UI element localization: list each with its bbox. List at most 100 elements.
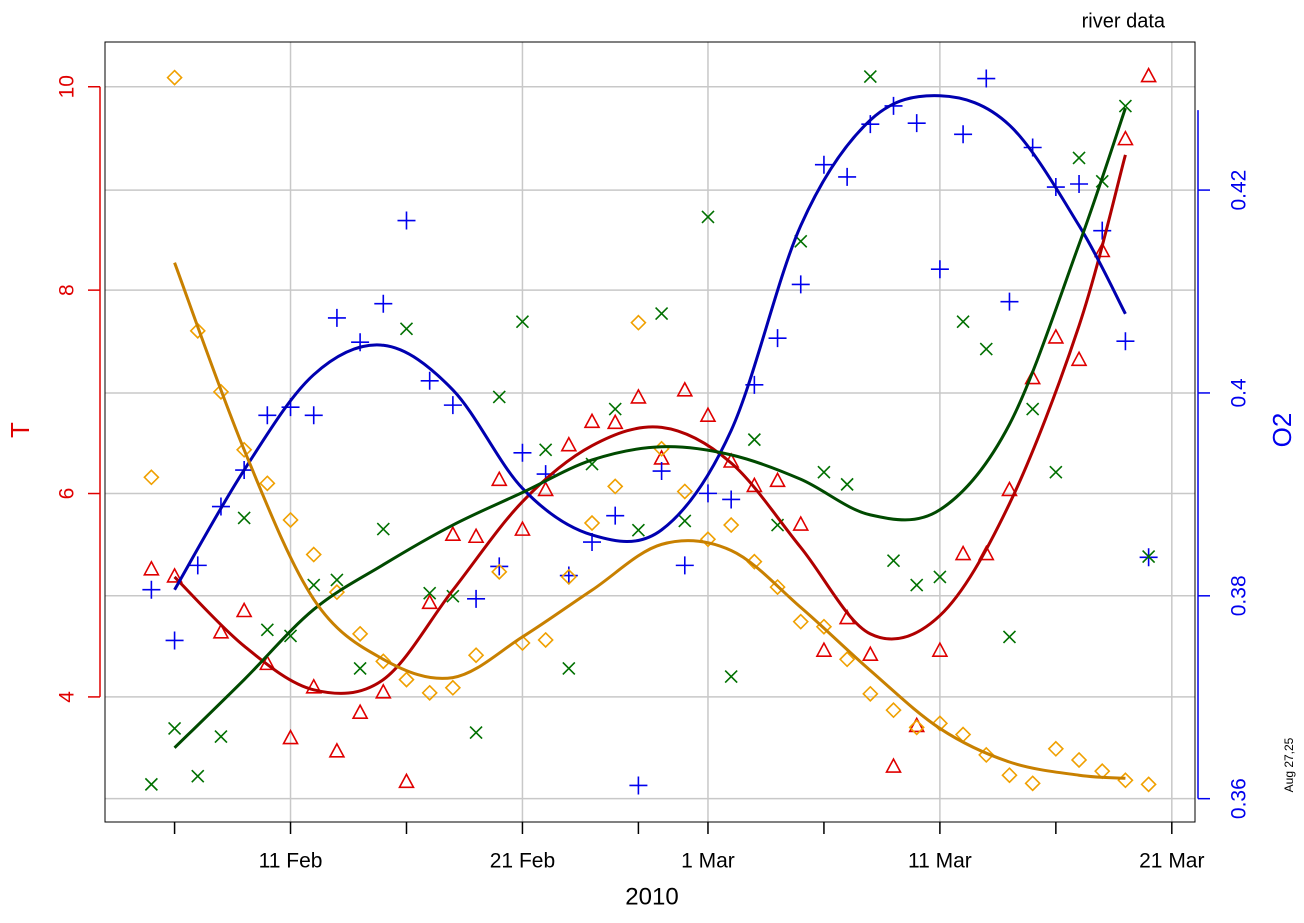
triangle-marker <box>398 772 415 789</box>
triangle-marker <box>212 623 230 639</box>
cross-marker <box>260 623 274 637</box>
triangle-marker <box>305 678 323 694</box>
triangle-marker <box>653 449 670 465</box>
diamond-marker <box>607 478 624 495</box>
cross-marker <box>886 554 901 568</box>
y-tick-label: 10 <box>56 75 79 98</box>
cross-marker <box>863 70 877 84</box>
cross-marker <box>933 570 947 584</box>
cross-marker <box>423 586 437 600</box>
triangle-marker <box>1001 480 1018 497</box>
diamond-marker <box>1001 767 1018 784</box>
plus-marker <box>165 631 184 650</box>
cross-marker <box>631 523 645 537</box>
triangle-marker <box>861 645 879 662</box>
plus-marker <box>397 211 416 230</box>
cross-marker <box>608 402 622 416</box>
triangle-marker <box>351 703 369 719</box>
diamond-marker <box>1117 772 1134 789</box>
plus-marker <box>490 557 509 576</box>
diamond-marker <box>1140 776 1157 793</box>
diamond-marker <box>305 546 322 563</box>
diamond-marker <box>491 563 508 580</box>
triangle-marker <box>560 436 578 452</box>
diamond-marker <box>862 685 879 702</box>
triangle-marker <box>444 525 462 542</box>
cross-marker <box>492 390 506 404</box>
cross-marker <box>283 629 298 643</box>
plus-marker <box>1116 332 1135 351</box>
triangle-marker <box>328 742 346 758</box>
triangle-marker <box>282 728 299 745</box>
diamond-marker <box>1047 740 1064 757</box>
cross-marker <box>1142 550 1156 564</box>
diamond-marker <box>189 322 206 339</box>
diamond-marker <box>1070 751 1088 769</box>
triangle-marker <box>166 567 183 583</box>
triangle-marker <box>954 544 972 561</box>
diamond-marker <box>653 440 670 457</box>
diamond-marker <box>630 314 647 331</box>
plus-marker <box>420 371 439 390</box>
triangle-marker <box>931 641 949 657</box>
diamond-marker <box>699 531 717 548</box>
cross-marker <box>979 342 993 356</box>
diamond-marker <box>908 719 925 736</box>
y-tick-label: 8 <box>56 284 79 296</box>
diamond-marker <box>792 613 809 630</box>
plus-marker <box>188 556 207 575</box>
triangle-marker <box>235 601 253 618</box>
triangle-marker <box>1117 129 1134 146</box>
plus-marker <box>838 167 857 186</box>
triangle-marker <box>143 560 160 576</box>
triangle-marker <box>630 388 647 404</box>
cross-marker <box>376 522 390 536</box>
chart-title: river data <box>1082 10 1166 32</box>
plus-marker <box>304 406 323 425</box>
cross-marker <box>1049 465 1063 479</box>
x-axis-title: 2010 <box>625 883 678 910</box>
cross-marker <box>144 777 158 791</box>
cross-marker <box>1072 151 1086 165</box>
cross-marker <box>840 477 854 491</box>
cross-marker <box>330 573 344 587</box>
cross-marker <box>1118 99 1132 113</box>
cross-marker <box>515 315 530 329</box>
fit-line <box>173 154 1127 695</box>
diamond-marker <box>398 671 415 688</box>
triangle-marker <box>1070 350 1088 367</box>
fit-line <box>173 262 1126 780</box>
cross-marker <box>701 210 715 224</box>
diamond-marker <box>166 69 183 86</box>
triangle-marker <box>374 683 392 699</box>
plus-marker <box>722 490 741 509</box>
plus-marker <box>1093 221 1112 240</box>
plus-marker <box>907 114 926 133</box>
y2-tick-label: 0.38 <box>1228 575 1251 616</box>
diamond-marker <box>931 715 949 732</box>
diamond-marker <box>467 647 485 664</box>
cross-marker <box>168 721 182 736</box>
cross-marker <box>237 511 251 525</box>
cross-marker <box>910 578 924 592</box>
diamond-marker <box>421 684 438 701</box>
triangle-marker <box>514 520 531 536</box>
plot-frame <box>104 41 1196 823</box>
cross-marker <box>747 433 761 447</box>
cross-marker <box>1002 630 1017 644</box>
plus-marker <box>258 406 277 425</box>
x-tick-label: 1 Mar <box>681 850 735 873</box>
plus-marker <box>675 556 694 575</box>
plus-marker <box>142 580 161 599</box>
diamond-marker <box>236 441 253 458</box>
cross-marker <box>353 661 367 676</box>
plus-marker <box>513 443 532 462</box>
cross-marker <box>562 661 576 676</box>
triangle-marker <box>815 641 833 657</box>
plus-marker <box>1070 175 1089 194</box>
y2-axis-title: O2 <box>1267 413 1297 448</box>
y2-tick-label: 0.42 <box>1228 170 1251 211</box>
plus-marker <box>652 462 671 481</box>
diamond-marker <box>444 679 462 696</box>
diamond-marker <box>1024 775 1041 792</box>
